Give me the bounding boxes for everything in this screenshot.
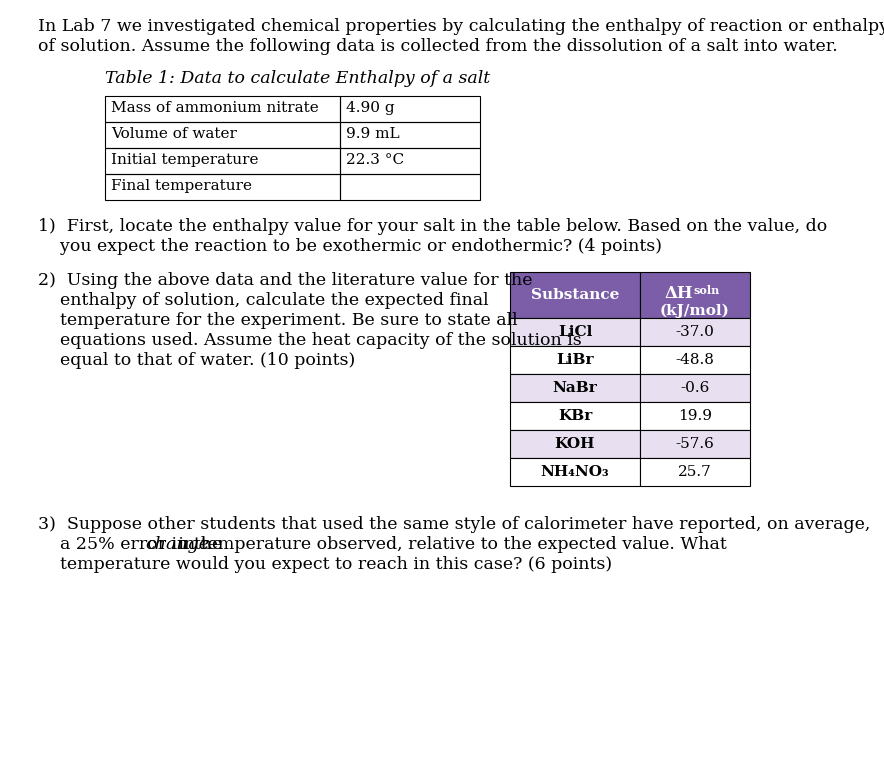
Text: 9.9 mL: 9.9 mL <box>346 127 400 141</box>
Text: NH₄NO₃: NH₄NO₃ <box>541 465 609 479</box>
Text: -57.6: -57.6 <box>675 437 714 451</box>
Text: in temperature observed, relative to the expected value. What: in temperature observed, relative to the… <box>173 536 727 553</box>
Bar <box>510 402 640 430</box>
Bar <box>340 148 480 174</box>
Bar <box>105 96 340 122</box>
Text: 25.7: 25.7 <box>678 465 712 479</box>
Bar <box>640 430 750 458</box>
Bar <box>510 458 640 486</box>
Text: Initial temperature: Initial temperature <box>111 153 258 167</box>
Text: LiBr: LiBr <box>556 353 594 367</box>
Text: 1)  First, locate the enthalpy value for your salt in the table below. Based on : 1) First, locate the enthalpy value for … <box>38 218 827 235</box>
Text: KOH: KOH <box>555 437 595 451</box>
Text: you expect the reaction to be exothermic or endothermic? (4 points): you expect the reaction to be exothermic… <box>38 238 662 255</box>
Text: ΔH: ΔH <box>665 285 693 302</box>
Text: 2)  Using the above data and the literature value for the: 2) Using the above data and the literatu… <box>38 272 532 289</box>
Text: equal to that of water. (10 points): equal to that of water. (10 points) <box>38 352 355 369</box>
Text: equations used. Assume the heat capacity of the solution is: equations used. Assume the heat capacity… <box>38 332 582 349</box>
Bar <box>340 174 480 200</box>
Text: Volume of water: Volume of water <box>111 127 237 141</box>
Text: KBr: KBr <box>558 409 592 423</box>
Text: 19.9: 19.9 <box>678 409 712 423</box>
Bar <box>640 272 750 318</box>
Text: 4.90 g: 4.90 g <box>346 101 394 115</box>
Bar <box>510 374 640 402</box>
Bar <box>640 458 750 486</box>
Text: of solution. Assume the following data is collected from the dissolution of a sa: of solution. Assume the following data i… <box>38 38 838 55</box>
Text: temperature would you expect to reach in this case? (6 points): temperature would you expect to reach in… <box>38 556 612 573</box>
Text: soln: soln <box>693 285 720 296</box>
Text: change: change <box>145 536 209 553</box>
Text: -0.6: -0.6 <box>681 381 710 395</box>
Text: Substance: Substance <box>530 288 619 302</box>
Text: 22.3 °C: 22.3 °C <box>346 153 404 167</box>
Text: temperature for the experiment. Be sure to state all: temperature for the experiment. Be sure … <box>38 312 518 329</box>
Bar <box>340 122 480 148</box>
Bar <box>105 148 340 174</box>
Bar <box>340 96 480 122</box>
Text: Mass of ammonium nitrate: Mass of ammonium nitrate <box>111 101 319 115</box>
Text: Table 1: Data to calculate Enthalpy of a salt: Table 1: Data to calculate Enthalpy of a… <box>105 70 491 87</box>
Text: a 25% error in the: a 25% error in the <box>38 536 228 553</box>
Bar <box>510 346 640 374</box>
Bar <box>640 402 750 430</box>
Text: (kJ/mol): (kJ/mol) <box>660 304 730 319</box>
Text: LiCl: LiCl <box>558 325 592 339</box>
Text: Final temperature: Final temperature <box>111 179 252 193</box>
Text: enthalpy of solution, calculate the expected final: enthalpy of solution, calculate the expe… <box>38 292 489 309</box>
Text: -48.8: -48.8 <box>675 353 714 367</box>
Text: -37.0: -37.0 <box>675 325 714 339</box>
Bar <box>510 318 640 346</box>
Bar <box>640 374 750 402</box>
Bar <box>510 430 640 458</box>
Bar <box>640 318 750 346</box>
Text: In Lab 7 we investigated chemical properties by calculating the enthalpy of reac: In Lab 7 we investigated chemical proper… <box>38 18 884 35</box>
Bar <box>105 122 340 148</box>
Text: 3)  Suppose other students that used the same style of calorimeter have reported: 3) Suppose other students that used the … <box>38 516 871 533</box>
Bar <box>640 346 750 374</box>
Bar <box>510 272 640 318</box>
Text: NaBr: NaBr <box>552 381 598 395</box>
Bar <box>105 174 340 200</box>
